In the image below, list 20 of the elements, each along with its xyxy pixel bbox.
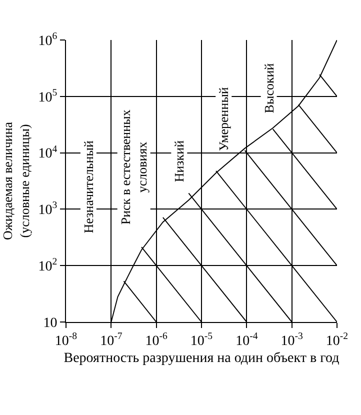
- annotation: Риск в естественных условиях: [118, 109, 150, 225]
- y-tick-label: 10$^{3}$: [38, 200, 58, 218]
- y-tick-label: 10$^{2}$: [38, 256, 58, 274]
- x-axis-title: Вероятность разрушения на один объект в год: [64, 351, 340, 366]
- y-tick-label: 10$^{4}$: [38, 144, 58, 162]
- x-tick-label: 10$^{-2}$: [326, 330, 348, 349]
- x-tick-label: 10$^{-5}$: [190, 330, 213, 349]
- annotation: Высокий: [261, 63, 276, 114]
- y-tick-label: 10: [43, 316, 58, 331]
- annotation: Незначительный: [80, 140, 96, 234]
- y-tick-label: 10$^{6}$: [38, 31, 58, 49]
- x-tick-label: 10$^{-4}$: [236, 330, 258, 349]
- x-tick-label: 10$^{-8}$: [54, 330, 78, 349]
- annotation: Умеренный: [216, 87, 232, 152]
- x-tick-label: 10$^{-3}$: [280, 330, 304, 349]
- annotation: Низкий: [172, 140, 187, 182]
- y-axis-title: Ожидаемая величина (условные единицы): [0, 122, 32, 240]
- x-tick-label: 10$^{-6}$: [145, 330, 168, 349]
- y-tick-label: 10$^{5}$: [38, 87, 58, 106]
- x-tick-label: 10$^{-7}$: [100, 330, 122, 349]
